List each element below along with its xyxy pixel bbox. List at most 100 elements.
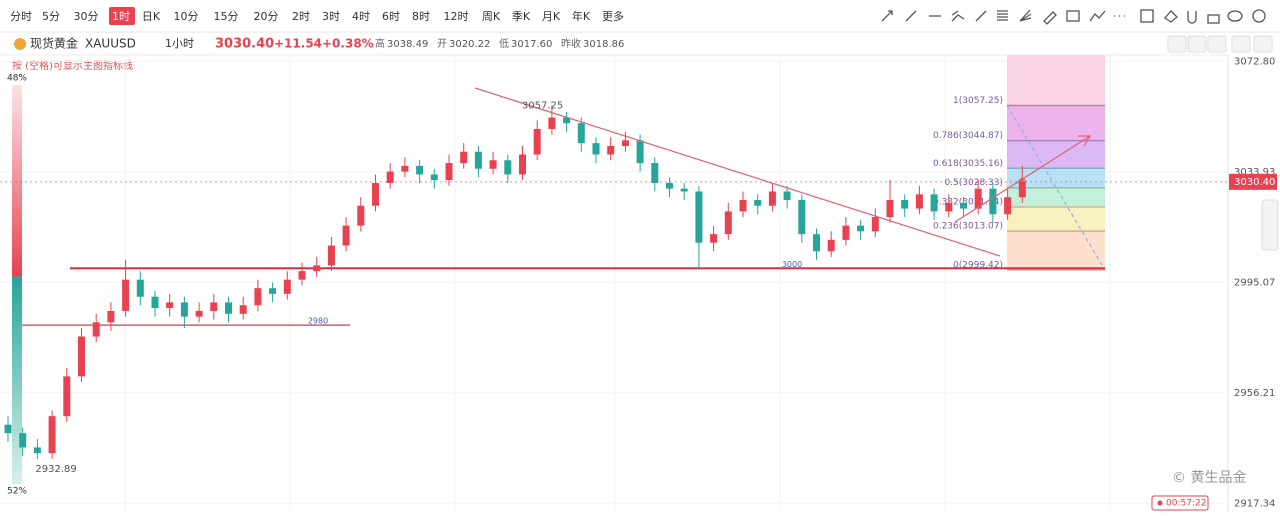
tool-icon[interactable] (905, 10, 917, 22)
tool-icon[interactable] (997, 10, 1008, 21)
tool-icon[interactable] (975, 10, 987, 22)
symbol-change: +11.54 (274, 37, 322, 51)
candle-body (871, 217, 879, 232)
tool-button[interactable] (1207, 35, 1227, 53)
tool-button[interactable] (1253, 35, 1273, 53)
interval-button[interactable]: 30分 (74, 10, 99, 23)
candle-body (621, 140, 629, 146)
interval-button[interactable]: 月K (542, 10, 561, 23)
tool-icon[interactable] (1227, 10, 1243, 22)
interval-button[interactable]: 5分 (42, 10, 60, 23)
candle-body (666, 182, 673, 189)
fib-diagonal (1006, 105, 1106, 271)
watermark: © 黄生品金 (1172, 469, 1246, 486)
candle-body (577, 123, 585, 144)
candle-body (886, 200, 894, 218)
tool-icon[interactable] (1066, 10, 1080, 22)
candle-body (416, 165, 424, 175)
fib-zone (1007, 187, 1105, 208)
candle-body (533, 128, 541, 155)
y-tick-label: 2917.34 (1234, 498, 1275, 509)
tool-icon[interactable] (1043, 11, 1057, 25)
bear-label: 52% (7, 487, 27, 497)
tool-button[interactable] (1187, 35, 1207, 53)
tool-icon[interactable] (1187, 11, 1197, 24)
interval-button[interactable]: 1时 (112, 10, 130, 23)
interval-button[interactable]: 周K (482, 10, 501, 23)
chart-tools[interactable] (1167, 35, 1279, 251)
trend-line (474, 87, 1001, 257)
candle-body (283, 279, 291, 294)
tool-icon[interactable] (1207, 14, 1220, 24)
interval-button[interactable]: 12时 (444, 10, 469, 23)
tool-icon[interactable] (951, 10, 965, 22)
last-price-label: 3030.40 (1234, 177, 1275, 188)
symbol-code: XAUUSD (85, 37, 136, 51)
interval-button[interactable]: 4时 (352, 10, 370, 23)
candle-body (460, 151, 468, 164)
tool-icon[interactable] (881, 10, 893, 22)
y-tick-label: 3033.93 (1234, 167, 1275, 178)
candle-body (504, 160, 512, 175)
interval-button[interactable]: 10分 (174, 10, 199, 23)
candle-body (930, 194, 938, 212)
candle-body (710, 234, 718, 243)
interval-button[interactable]: 2时 (292, 10, 310, 23)
candle-body (754, 200, 762, 206)
interval-button[interactable]: 6时 (382, 10, 400, 23)
candle-body (1018, 181, 1026, 198)
candle-body (239, 305, 247, 314)
arrow-head (1078, 135, 1092, 147)
interval-button[interactable]: 8时 (412, 10, 430, 23)
candle-body (724, 211, 732, 235)
candle-body (945, 202, 953, 212)
candle-body (195, 310, 203, 317)
fib-zone (1007, 140, 1105, 169)
interval-button[interactable]: 15分 (214, 10, 239, 23)
interval-button[interactable]: 年K (572, 9, 591, 23)
side-expand[interactable] (1261, 199, 1279, 251)
candle-body (680, 188, 688, 192)
stat-label: 开 (437, 39, 447, 50)
tool-icon[interactable] (1019, 9, 1032, 22)
stat-label: 昨收 (561, 37, 581, 50)
h-line-label: 3000 (782, 260, 802, 269)
candle-body (842, 225, 850, 240)
tool-icon[interactable] (1164, 10, 1178, 23)
interval-button[interactable]: 分时 (10, 10, 32, 23)
stat-value: 3017.60 (511, 39, 552, 50)
candle-body (607, 146, 615, 155)
interval-button[interactable]: 3时 (322, 10, 340, 23)
candle-body (592, 143, 600, 155)
candle-body (342, 225, 350, 246)
tool-icon[interactable] (1089, 10, 1106, 22)
tool-button[interactable] (1167, 35, 1187, 53)
candle-body (960, 202, 967, 209)
candle-body (298, 271, 306, 280)
fib-label: 0(2999.42) (953, 260, 1003, 270)
candle-body (92, 322, 100, 337)
candle-body (254, 288, 262, 306)
interval-button[interactable]: 20分 (254, 10, 279, 23)
y-tick-label: 2995.07 (1234, 277, 1275, 288)
candle-body (636, 140, 644, 164)
interval-button[interactable]: 季K (512, 10, 531, 23)
tool-icon[interactable] (1140, 9, 1154, 23)
stat-label: 低 (499, 37, 509, 50)
fib-label: 0.5(3028.33) (944, 178, 1003, 188)
tool-button[interactable] (1231, 35, 1251, 53)
tool-icon[interactable] (1252, 9, 1266, 23)
candle-body (489, 160, 497, 169)
symbol-name: 现货黄金 (30, 36, 78, 51)
candle-body (695, 191, 703, 243)
interval-button[interactable]: 日K (142, 10, 161, 23)
candle-body (269, 288, 277, 294)
stat-label: 高 (375, 37, 385, 50)
h-line-label: 2980 (308, 317, 328, 326)
candle-body (122, 279, 130, 311)
timer-dot (1157, 500, 1163, 506)
drawing-tools[interactable] (881, 9, 1266, 25)
more-button[interactable]: 更多 (602, 9, 624, 23)
